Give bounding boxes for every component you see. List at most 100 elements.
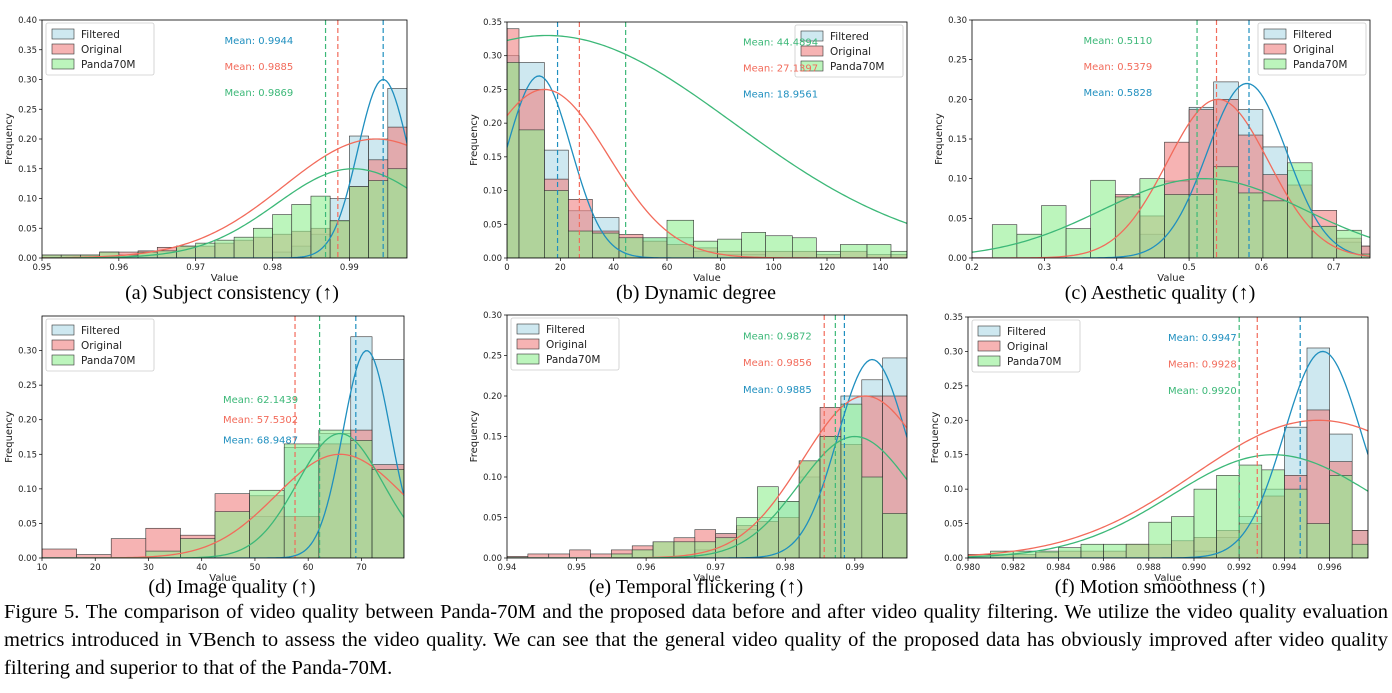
y-tick-label: 0.05 — [483, 514, 502, 524]
kde-line-filtered — [972, 82, 1370, 258]
chart-svg-c: 0.2 0.3 0.4 0.5 0.6 0.7 0.00 0.05 0.10 0.15 0.20 0.… — [934, 16, 1371, 284]
y-tick-label: 0.20 — [483, 119, 502, 129]
bar-panda70m — [816, 250, 841, 258]
bar-panda70m — [741, 232, 766, 258]
mean-text-original: Mean: 0.9885 — [225, 62, 294, 73]
x-tick-label: 0.96 — [109, 263, 128, 273]
legend-label-filtered: Filtered — [1293, 29, 1332, 41]
bar-panda70m — [329, 220, 350, 258]
kde-line-panda70m — [968, 454, 1368, 558]
y-tick-label: 0.30 — [948, 16, 967, 26]
y-tick-label: 0.20 — [944, 416, 963, 426]
kde-line-panda70m — [972, 178, 1370, 253]
kde-line-original — [507, 395, 907, 558]
bar-panda70m — [693, 240, 718, 258]
subplot-caption-d: (d) Image quality (↑) — [148, 576, 316, 598]
legend-label-filtered: Filtered — [1007, 326, 1046, 338]
legend-swatch-original — [51, 339, 75, 351]
x-tick-label: 0.984 — [1046, 563, 1070, 573]
bar-panda70m — [1171, 516, 1195, 558]
x-tick-label: 0.98 — [776, 563, 795, 573]
x-tick-label: 0.988 — [1137, 563, 1161, 573]
y-tick-label: 0.10 — [483, 473, 502, 483]
x-tick-label: 0.990 — [1182, 563, 1206, 573]
subplot-caption-a: (a) Subject consistency (↑) — [125, 282, 339, 304]
y-tick-label: 0.00 — [483, 254, 502, 264]
mean-text-original: Mean: 27.1397 — [743, 64, 818, 75]
x-tick-label: 80 — [715, 263, 726, 273]
y-tick-label: 0.20 — [483, 392, 502, 402]
bar-panda70m — [1351, 543, 1368, 558]
x-tick-label: 10 — [37, 563, 48, 573]
x-tick-label: 0.95 — [567, 563, 586, 573]
bar-panda70m — [568, 230, 593, 258]
bar-panda70m — [233, 236, 254, 258]
bar-original — [110, 538, 147, 558]
bar-panda70m — [368, 180, 389, 258]
bar-panda70m — [371, 469, 404, 558]
y-tick-label: 0.10 — [948, 175, 967, 185]
legend-label-original: Original — [1007, 341, 1048, 353]
y-tick-label: 0.35 — [483, 18, 502, 28]
bar-panda70m — [1125, 543, 1150, 558]
mean-text-panda70m: Mean: 0.9869 — [225, 88, 294, 99]
x-tick-label: 40 — [196, 563, 207, 573]
legend-swatch-panda70m — [800, 60, 824, 72]
x-tick-label: 0.4 — [1110, 263, 1124, 273]
kde-line-original — [42, 138, 407, 258]
x-tick-label: 100 — [766, 263, 782, 273]
bar-panda70m — [291, 204, 312, 258]
mean-text-panda70m: Mean: 0.9920 — [1168, 386, 1237, 397]
x-tick-label: 140 — [872, 263, 888, 273]
chart-svg-b: 0 20 40 60 80 100 120 140 0.00 0.05 0.10 0.15 0.20 0.… — [469, 18, 908, 284]
legend-swatch-panda70m — [977, 355, 1001, 367]
kde-line-filtered — [42, 78, 407, 258]
bar-panda70m — [1193, 488, 1217, 558]
x-tick-label: 0.992 — [1227, 563, 1251, 573]
x-tick-label: 0 — [504, 263, 509, 273]
subplot-caption-e: (e) Temporal flickering (↑) — [588, 576, 804, 598]
y-tick-label: 0.20 — [948, 95, 967, 105]
y-tick-label: 0.05 — [483, 220, 502, 230]
plot-area — [42, 316, 404, 558]
mean-text-original: Mean: 0.9856 — [743, 358, 812, 369]
mean-text-panda70m: Mean: 62.1439 — [223, 395, 298, 406]
x-axis-label: Value — [1154, 573, 1181, 584]
subplot-f: 0.980 0.982 0.984 0.986 0.988 0.990 0.992 0.994… — [928, 310, 1392, 610]
bar-panda70m — [214, 239, 235, 258]
plot-area — [968, 317, 1368, 558]
y-tick-label: 0.15 — [944, 451, 963, 461]
x-tick-label: 70 — [356, 563, 367, 573]
y-tick-label: 0.05 — [948, 214, 967, 224]
bar-panda70m — [631, 549, 654, 558]
y-tick-label: 0.30 — [483, 52, 502, 62]
bar-panda70m — [861, 476, 883, 558]
y-tick-label: 0.35 — [18, 46, 37, 56]
kde-line-filtered — [507, 75, 907, 258]
y-tick-label: 0.40 — [18, 16, 37, 26]
legend: Filtered Original Panda70M — [510, 317, 620, 371]
y-tick-label: 0.25 — [483, 352, 502, 362]
legend-swatch-panda70m — [51, 58, 75, 70]
subplot-a: 0.95 0.96 0.97 0.98 0.99 0.00 0.05 0.10 0.15 0.20… — [0, 0, 464, 300]
chart-svg-e: 0.94 0.95 0.96 0.97 0.98 0.99 0.00 0.05 0.10 0.15… — [469, 311, 908, 584]
bar-panda70m — [1103, 543, 1127, 558]
x-axis-label: Value — [209, 573, 236, 584]
kde-line-panda70m — [42, 168, 407, 258]
subplot-caption-c: (c) Aesthetic quality (↑) — [1064, 282, 1256, 304]
bar-panda70m — [798, 460, 821, 558]
y-tick-label: 0.10 — [18, 195, 37, 205]
axes-frame — [967, 316, 1369, 559]
y-tick-label: 0.05 — [944, 520, 963, 530]
chart-svg-d: 10 20 30 40 50 60 70 0.00 0.05 0.10 0.15 0.20 0.25 0.… — [4, 315, 405, 584]
bar-panda70m — [195, 242, 216, 258]
legend-swatch-filtered — [1263, 28, 1287, 40]
y-tick-label: 0.00 — [18, 554, 37, 564]
x-tick-label: 0.986 — [1091, 563, 1115, 573]
legend-swatch-panda70m — [1263, 58, 1287, 70]
figure-caption: Figure 5. The comparison of video qualit… — [4, 601, 1388, 679]
bar-panda70m — [840, 244, 868, 258]
y-tick-label: 0.15 — [483, 433, 502, 443]
legend-swatch-original — [977, 340, 1001, 352]
x-tick-label: 0.99 — [340, 263, 359, 273]
